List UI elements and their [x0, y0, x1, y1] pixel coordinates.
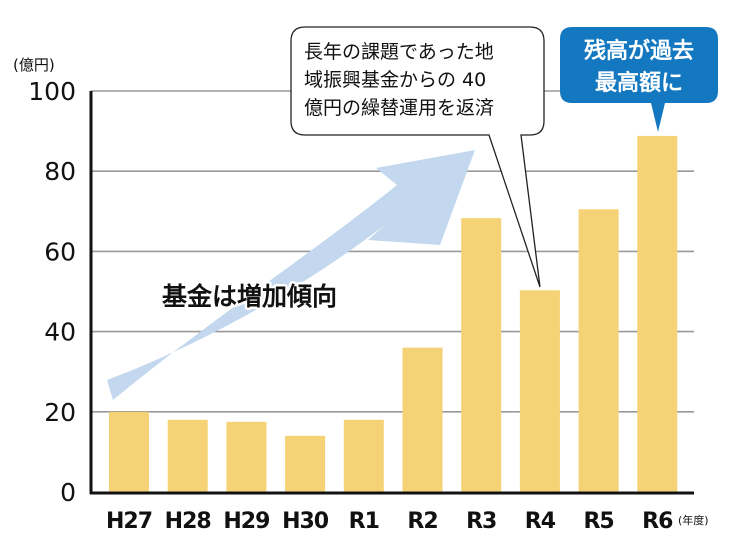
callout-r6-line-1: 残高が過去 [584, 38, 694, 64]
x-tick-H27: H27 [106, 509, 152, 534]
x-tick-H30: H30 [282, 509, 329, 534]
y-tick-labels: 0 20 40 60 80 100 [28, 77, 76, 507]
trend-arrow-icon [107, 150, 475, 400]
x-tick-labels: H27 H28 H29 H30 R1 R2 R3 R4 R5 R6 [106, 509, 674, 534]
y-tick-0: 0 [60, 478, 76, 507]
bar-H27 [109, 411, 149, 492]
bars [109, 135, 678, 493]
trend-label: 基金は増加傾向 [162, 282, 337, 311]
callout-r6-line-2: 最高額に [595, 70, 683, 96]
x-unit-label: (年度) [678, 513, 709, 527]
x-tick-R4: R4 [525, 509, 556, 534]
bar-R4 [519, 290, 560, 492]
x-tick-R1: R1 [349, 509, 379, 534]
y-tick-20: 20 [44, 398, 76, 427]
y-tick-40: 40 [44, 318, 76, 347]
bar-H30 [285, 435, 326, 492]
x-tick-R3: R3 [466, 509, 496, 534]
callout-r4-line-1: 長年の課題であった地 [304, 41, 494, 63]
x-tick-H28: H28 [165, 509, 211, 534]
bar-R2 [402, 347, 443, 492]
x-tick-R5: R5 [583, 509, 613, 534]
callout-r4-line-2: 域振興基金からの 40 [304, 69, 486, 91]
callout-r4-line-3: 億円の繰替運用を返済 [304, 97, 494, 119]
bar-R1 [343, 419, 384, 492]
y-tick-100: 100 [28, 77, 76, 106]
x-tick-H29: H29 [223, 509, 269, 534]
bar-R3 [461, 218, 502, 492]
bar-H29 [226, 421, 267, 492]
callout-r4: 長年の課題であった地 域振興基金からの 40 億円の繰替運用を返済 [290, 26, 545, 288]
bar-R5 [578, 209, 619, 493]
x-tick-R2: R2 [407, 509, 437, 534]
bar-R6 [637, 135, 678, 493]
y-tick-80: 80 [44, 157, 76, 186]
x-tick-R6: R6 [642, 509, 673, 534]
y-unit-label: (億円) [13, 56, 55, 74]
y-tick-60: 60 [44, 237, 76, 266]
bar-H28 [167, 419, 208, 492]
callout-r6: 残高が過去 最高額に [560, 27, 718, 132]
